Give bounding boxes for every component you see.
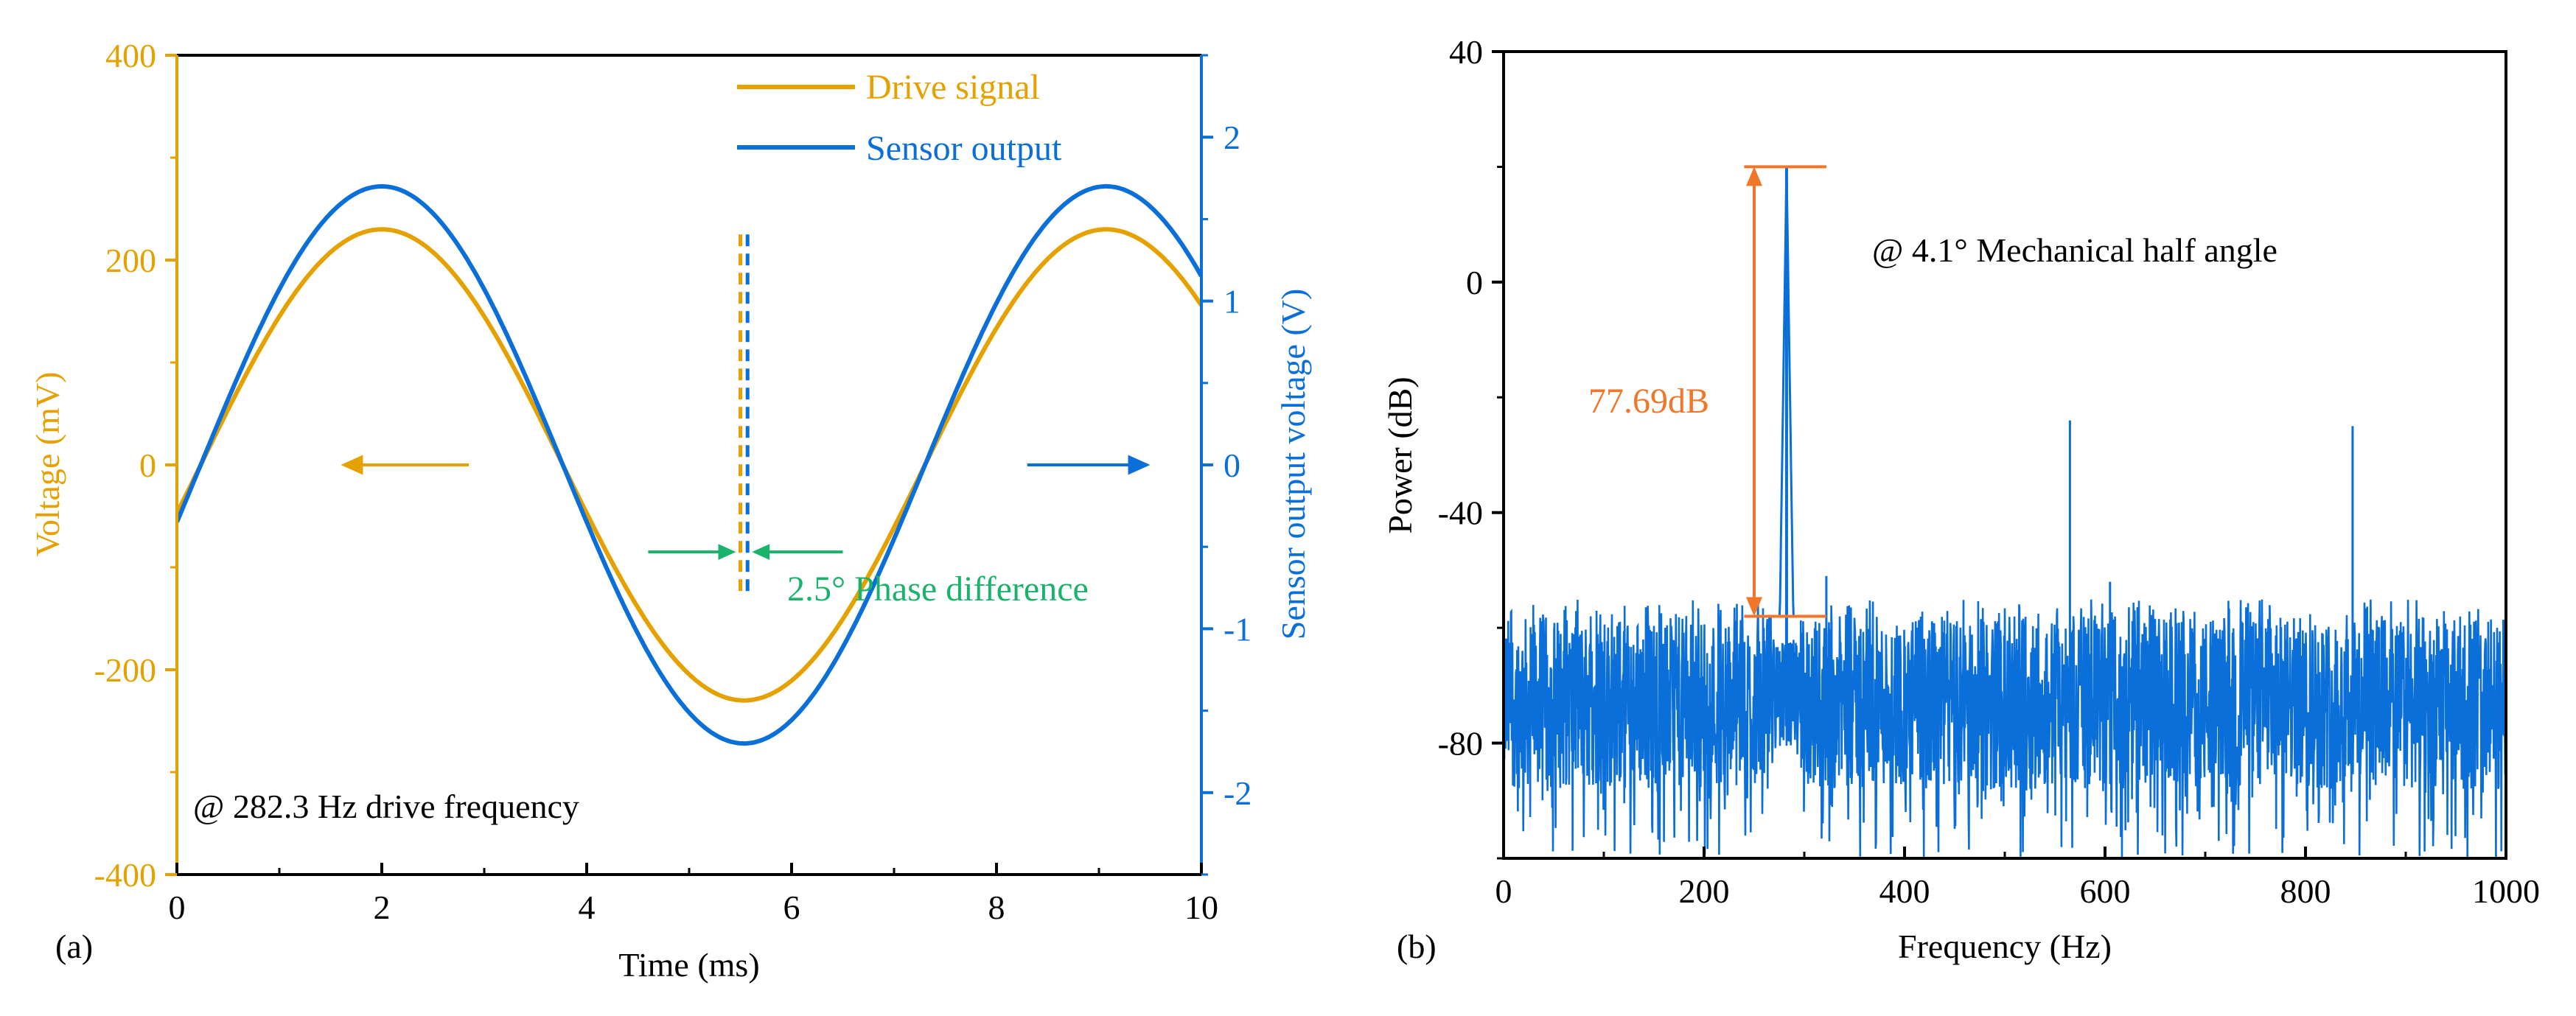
panel-a-x-tick-label: 0	[169, 889, 186, 926]
panel-b-x-tick-label: 200	[1679, 872, 1730, 910]
panel-a-y-tick-label: 400	[105, 37, 156, 74]
drive-frequency-annotation: @ 282.3 Hz drive frequency	[193, 788, 579, 825]
panel-a-y2-tick-label: -2	[1224, 774, 1252, 812]
panel-a-y2-tick-label: -1	[1224, 610, 1252, 648]
panel-b-x-tick-label: 0	[1495, 872, 1512, 910]
panel-a-y2-axis-label: Sensor output voltage (V)	[1274, 289, 1312, 640]
panel-a-y2-tick-label: 1	[1224, 283, 1240, 320]
panel-a-y-tick-label: -400	[94, 856, 156, 894]
mechanical-angle-annotation: @ 4.1° Mechanical half angle	[1872, 231, 2277, 269]
panel-a-label: (a)	[55, 928, 93, 965]
panel-a-x-tick-label: 2	[374, 889, 391, 926]
measurement-arrow-top-head	[1746, 167, 1762, 186]
phase-difference-annotation: 2.5° Phase difference	[787, 570, 1089, 609]
panel-a-x-axis-label: Time (ms)	[618, 946, 759, 984]
panel-b-y-tick-label: 0	[1466, 264, 1483, 301]
peak-height-label: 77.69dB	[1588, 382, 1709, 421]
panel-a-y2-tick-label: 0	[1224, 446, 1240, 484]
measurement-arrow-bottom-head	[1746, 597, 1762, 617]
legend-drive-label: Drive signal	[866, 68, 1040, 107]
panel-a-y-axis-label: Voltage (mV)	[29, 372, 66, 557]
panel-b-x-tick-label: 400	[1879, 872, 1930, 910]
panel-b-label: (b)	[1397, 928, 1437, 965]
panel-b-x-axis-label: Frequency (Hz)	[1898, 928, 2112, 965]
panel-b-x-tick-label: 600	[2080, 872, 2131, 910]
legend-sensor-label: Sensor output	[866, 129, 1062, 168]
panel-b-x-tick-label: 800	[2280, 872, 2331, 910]
sensor-output-line	[177, 183, 1201, 746]
panel-a-x-tick-label: 4	[579, 889, 596, 926]
panel-b-y-axis-label: Power (dB)	[1381, 376, 1419, 533]
panel-b-y-tick-label: -40	[1438, 494, 1483, 532]
phase-arrow-right-head	[752, 544, 770, 560]
panel-a-y2-tick-label: 2	[1224, 119, 1240, 156]
sensor-axis-arrow-head	[1128, 455, 1151, 475]
panel-b-y-tick-label: -80	[1438, 725, 1483, 763]
panel-a-x-tick-label: 10	[1184, 889, 1218, 926]
drive-axis-arrow-head	[341, 455, 363, 475]
drive-signal-line	[177, 227, 1201, 703]
panel-a-y-tick-label: 0	[139, 446, 156, 484]
panel-a-y-tick-label: -200	[94, 651, 156, 689]
phase-arrow-left-head	[718, 544, 736, 560]
panel-a-x-tick-label: 6	[783, 889, 800, 926]
spectrum-noise-floor	[1504, 599, 2506, 858]
panel-a-legend: Drive signal Sensor output	[737, 68, 1062, 168]
panel-b-x-tick-label: 1000	[2472, 872, 2540, 910]
panel-b-y-tick-label: 40	[1449, 33, 1483, 71]
panel-a-y-tick-label: 200	[105, 242, 156, 279]
panel-a-x-tick-label: 8	[988, 889, 1005, 926]
